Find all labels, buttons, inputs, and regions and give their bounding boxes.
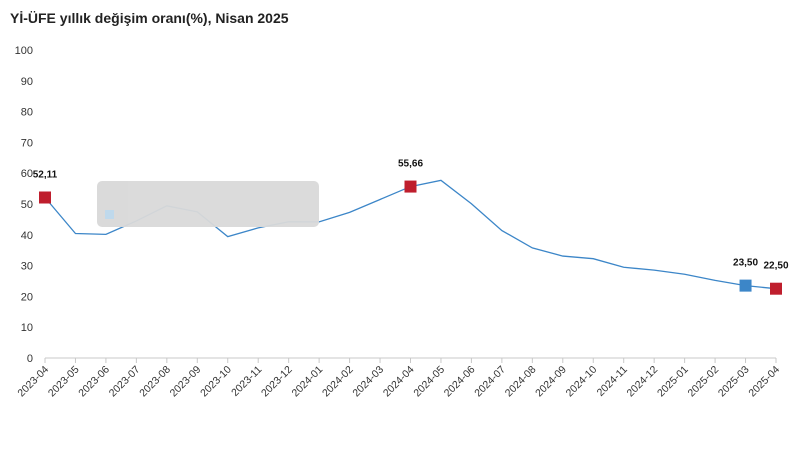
x-tick-label: 2025-03 bbox=[716, 364, 752, 400]
y-tick-label: 90 bbox=[21, 76, 33, 88]
data-labels: 52,11 55,66 23,50 22,50 bbox=[33, 159, 789, 272]
data-label: 23,50 bbox=[733, 258, 758, 269]
hover-tooltip bbox=[97, 181, 319, 227]
y-tick-label: 60 bbox=[21, 168, 33, 180]
y-axis-ticks: 0 10 20 30 40 50 60 70 80 90 100 bbox=[15, 45, 33, 365]
y-tick-label: 10 bbox=[21, 322, 33, 334]
highlight-marker bbox=[404, 180, 417, 193]
highlight-markers bbox=[39, 180, 782, 295]
tooltip-series-marker bbox=[105, 210, 114, 219]
x-tick-label: 2023-04 bbox=[15, 364, 51, 400]
data-label: 52,11 bbox=[33, 170, 58, 181]
y-tick-label: 30 bbox=[21, 261, 33, 273]
y-tick-label: 40 bbox=[21, 230, 33, 242]
x-tick-label: 2024-02 bbox=[320, 364, 356, 400]
y-tick-label: 20 bbox=[21, 291, 33, 303]
y-tick-label: 50 bbox=[21, 199, 33, 211]
y-tick-label: 70 bbox=[21, 137, 33, 149]
data-label: 22,50 bbox=[763, 261, 788, 272]
x-tick-label: 2024-03 bbox=[350, 364, 386, 400]
x-tick-label: 2024-12 bbox=[625, 364, 661, 400]
x-tick-label: 2024-05 bbox=[411, 364, 447, 400]
x-tick-label: 2024-01 bbox=[290, 364, 326, 400]
x-tick-label: 2024-04 bbox=[381, 364, 417, 400]
x-tick-label: 2024-09 bbox=[533, 364, 569, 400]
x-axis-ticks: 2023-042023-052023-062023-072023-082023-… bbox=[15, 358, 782, 399]
y-tick-label: 0 bbox=[27, 353, 33, 365]
highlight-marker bbox=[739, 279, 752, 292]
x-tick-label: 2025-04 bbox=[746, 364, 782, 400]
x-tick-label: 2023-10 bbox=[198, 364, 234, 400]
x-tick-label: 2024-07 bbox=[472, 364, 508, 400]
x-tick-label: 2023-05 bbox=[46, 364, 82, 400]
x-tick-label: 2024-10 bbox=[564, 364, 600, 400]
x-tick-label: 2023-09 bbox=[168, 364, 204, 400]
x-tick-label: 2023-12 bbox=[259, 364, 295, 400]
x-tick-label: 2024-08 bbox=[503, 364, 539, 400]
y-tick-label: 100 bbox=[15, 45, 33, 57]
x-tick-label: 2023-06 bbox=[76, 364, 112, 400]
x-tick-label: 2024-06 bbox=[442, 364, 478, 400]
x-tick-label: 2023-08 bbox=[137, 364, 173, 400]
highlight-marker bbox=[770, 282, 782, 295]
chart-title: Yİ-ÜFE yıllık değişim oranı(%), Nisan 20… bbox=[10, 10, 289, 26]
x-tick-label: 2024-11 bbox=[595, 364, 630, 399]
highlight-marker bbox=[39, 191, 51, 204]
x-tick-label: 2023-07 bbox=[107, 364, 143, 400]
x-tick-label: 2023-11 bbox=[229, 364, 264, 399]
y-tick-label: 80 bbox=[21, 107, 33, 119]
x-tick-label: 2025-01 bbox=[655, 364, 691, 400]
data-label: 55,66 bbox=[398, 159, 423, 170]
x-tick-label: 2025-02 bbox=[685, 364, 721, 400]
